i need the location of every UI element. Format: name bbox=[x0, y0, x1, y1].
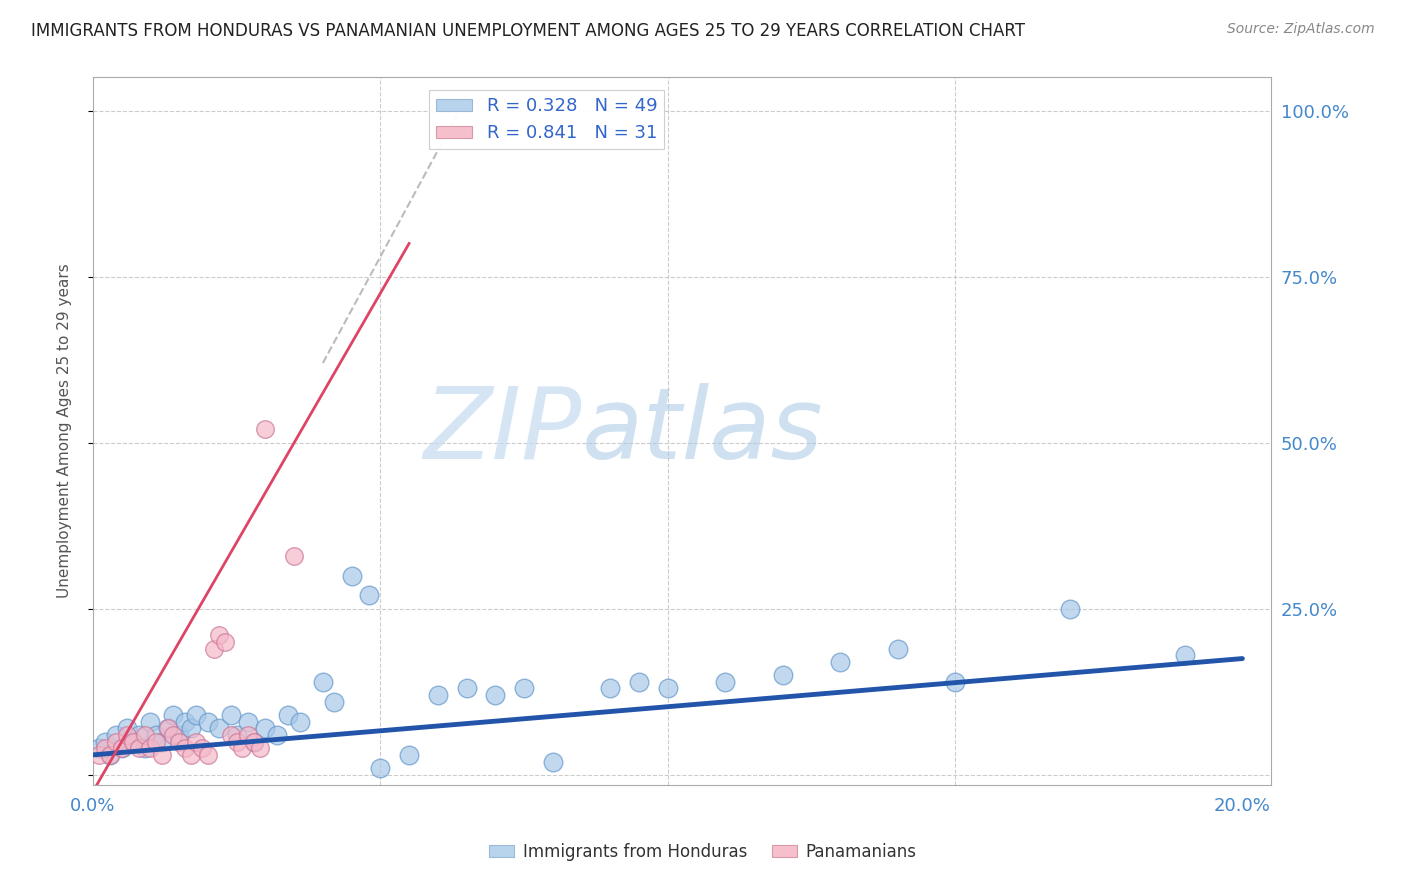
Point bbox=[249, 741, 271, 756]
Point bbox=[714, 674, 737, 689]
Point bbox=[117, 728, 139, 742]
Point bbox=[156, 721, 179, 735]
Point bbox=[426, 688, 449, 702]
Point bbox=[541, 755, 564, 769]
Point bbox=[398, 747, 420, 762]
Text: Source: ZipAtlas.com: Source: ZipAtlas.com bbox=[1227, 22, 1375, 37]
Point bbox=[238, 728, 260, 742]
Point bbox=[111, 741, 134, 756]
Point bbox=[128, 728, 150, 742]
Point bbox=[340, 568, 363, 582]
Point bbox=[186, 708, 208, 723]
Point bbox=[886, 641, 908, 656]
Point bbox=[208, 628, 231, 642]
Point bbox=[197, 714, 219, 729]
Point bbox=[1059, 601, 1081, 615]
Point bbox=[186, 734, 208, 748]
Point bbox=[180, 747, 202, 762]
Point bbox=[167, 734, 190, 748]
Text: ZIP: ZIP bbox=[423, 383, 582, 480]
Point bbox=[456, 681, 478, 696]
Point bbox=[288, 714, 311, 729]
Point bbox=[312, 674, 335, 689]
Point bbox=[219, 708, 242, 723]
Point bbox=[830, 655, 852, 669]
Point bbox=[162, 728, 184, 742]
Point bbox=[513, 681, 536, 696]
Point bbox=[180, 721, 202, 735]
Point bbox=[225, 734, 247, 748]
Point bbox=[191, 741, 214, 756]
Point bbox=[145, 734, 167, 748]
Point bbox=[156, 721, 179, 735]
Point bbox=[162, 708, 184, 723]
Point bbox=[174, 714, 197, 729]
Point bbox=[277, 708, 299, 723]
Text: atlas: atlas bbox=[582, 383, 824, 480]
Point bbox=[254, 422, 277, 436]
Point bbox=[122, 734, 145, 748]
Point bbox=[657, 681, 679, 696]
Point bbox=[150, 747, 173, 762]
Point bbox=[139, 741, 162, 756]
Text: IMMIGRANTS FROM HONDURAS VS PANAMANIAN UNEMPLOYMENT AMONG AGES 25 TO 29 YEARS CO: IMMIGRANTS FROM HONDURAS VS PANAMANIAN U… bbox=[31, 22, 1025, 40]
Point bbox=[772, 668, 794, 682]
Point bbox=[93, 734, 115, 748]
Point bbox=[87, 741, 110, 756]
Point bbox=[214, 635, 236, 649]
Point bbox=[231, 741, 253, 756]
Point bbox=[105, 728, 128, 742]
Point bbox=[117, 721, 139, 735]
Legend: R = 0.328   N = 49, R = 0.841   N = 31: R = 0.328 N = 49, R = 0.841 N = 31 bbox=[429, 90, 665, 150]
Point bbox=[627, 674, 650, 689]
Point bbox=[370, 761, 392, 775]
Point bbox=[150, 734, 173, 748]
Point bbox=[145, 728, 167, 742]
Point bbox=[105, 734, 128, 748]
Point bbox=[134, 728, 156, 742]
Point bbox=[599, 681, 621, 696]
Point bbox=[111, 741, 134, 756]
Legend: Immigrants from Honduras, Panamanians: Immigrants from Honduras, Panamanians bbox=[482, 837, 924, 868]
Point bbox=[243, 734, 266, 748]
Point bbox=[208, 721, 231, 735]
Point bbox=[219, 728, 242, 742]
Point bbox=[943, 674, 966, 689]
Point bbox=[238, 714, 260, 729]
Point bbox=[87, 747, 110, 762]
Point bbox=[202, 641, 225, 656]
Point bbox=[122, 734, 145, 748]
Point bbox=[1174, 648, 1197, 663]
Point bbox=[225, 728, 247, 742]
Point bbox=[266, 728, 288, 742]
Point bbox=[134, 741, 156, 756]
Point bbox=[254, 721, 277, 735]
Point bbox=[197, 747, 219, 762]
Point bbox=[139, 714, 162, 729]
Point bbox=[128, 741, 150, 756]
Point bbox=[167, 728, 190, 742]
Point bbox=[357, 589, 380, 603]
Point bbox=[98, 747, 121, 762]
Point bbox=[484, 688, 506, 702]
Point bbox=[283, 549, 305, 563]
Point bbox=[98, 747, 121, 762]
Point bbox=[323, 695, 346, 709]
Point bbox=[243, 734, 266, 748]
Point bbox=[93, 741, 115, 756]
Point bbox=[174, 741, 197, 756]
Y-axis label: Unemployment Among Ages 25 to 29 years: Unemployment Among Ages 25 to 29 years bbox=[58, 264, 72, 599]
